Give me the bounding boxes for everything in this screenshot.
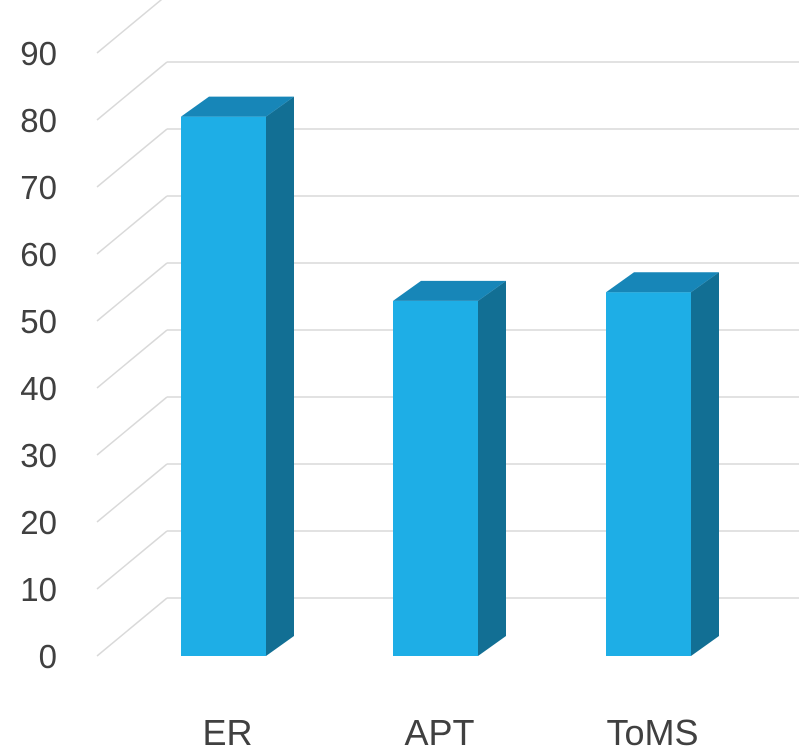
y-tick-label-10: 10 bbox=[20, 571, 57, 608]
bar-side-face bbox=[478, 280, 506, 656]
bar-front-face bbox=[181, 116, 266, 656]
y-tick-label-30: 30 bbox=[20, 437, 57, 474]
bar-top-face bbox=[606, 272, 719, 293]
y-tick-label-40: 40 bbox=[20, 370, 57, 407]
gridline-diagonal-20 bbox=[96, 463, 168, 523]
bar-top-face bbox=[181, 96, 294, 117]
y-tick-label-80: 80 bbox=[20, 102, 57, 139]
bar-toms bbox=[606, 272, 719, 656]
x-axis: ER APT ToMS bbox=[202, 712, 698, 751]
bar-apt bbox=[393, 280, 506, 656]
bar-er bbox=[181, 96, 294, 656]
x-tick-label-toms: ToMS bbox=[606, 712, 698, 751]
gridline-diagonal-0 bbox=[96, 597, 168, 657]
y-tick-label-90: 90 bbox=[20, 35, 57, 72]
y-tick-label-20: 20 bbox=[20, 504, 57, 541]
gridline-diagonal-90 bbox=[96, 0, 163, 54]
gridline-diagonal-10 bbox=[96, 530, 168, 590]
bar-side-face bbox=[266, 96, 294, 656]
gridline-diagonal-80 bbox=[96, 61, 168, 121]
gridline-diagonal-60 bbox=[96, 195, 168, 255]
y-axis: 0 10 20 30 40 50 60 70 80 90 bbox=[20, 35, 57, 675]
bar-front-face bbox=[606, 292, 691, 656]
x-tick-label-apt: APT bbox=[404, 712, 474, 751]
bar-front-face bbox=[393, 300, 478, 656]
bar-side-face bbox=[691, 272, 719, 656]
gridline-diagonal-70 bbox=[96, 128, 168, 188]
y-tick-label-60: 60 bbox=[20, 236, 57, 273]
gridline-diagonal-50 bbox=[96, 262, 168, 322]
gridline-diagonal-40 bbox=[96, 329, 168, 389]
y-tick-label-50: 50 bbox=[20, 303, 57, 340]
gridline-diagonal-30 bbox=[96, 396, 168, 456]
y-tick-label-70: 70 bbox=[20, 169, 57, 206]
x-tick-label-er: ER bbox=[202, 712, 252, 751]
bar-top-face bbox=[393, 280, 506, 301]
y-tick-label-0: 0 bbox=[39, 638, 57, 675]
bars bbox=[181, 96, 719, 656]
